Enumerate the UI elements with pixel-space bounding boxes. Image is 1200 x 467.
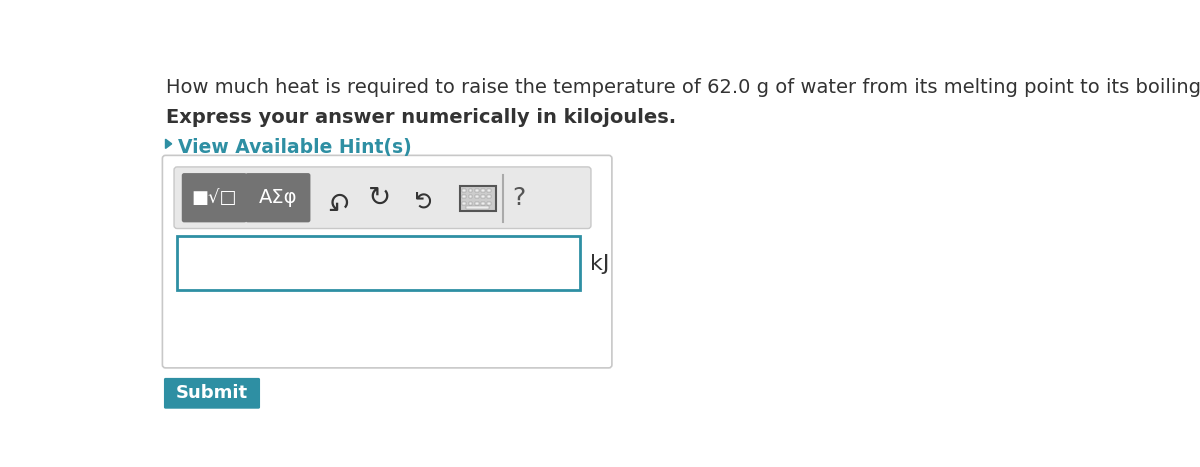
Bar — [475, 189, 479, 192]
Text: ↺: ↺ — [323, 184, 346, 212]
Text: kJ: kJ — [590, 254, 610, 274]
Text: Express your answer numerically in kilojoules.: Express your answer numerically in kiloj… — [166, 108, 676, 127]
Bar — [462, 195, 466, 198]
Bar — [462, 189, 466, 192]
Bar — [475, 195, 479, 198]
Text: How much heat is required to raise the temperature of 62.0 g of water from its m: How much heat is required to raise the t… — [166, 78, 1200, 97]
Bar — [481, 202, 485, 205]
Bar — [481, 189, 485, 192]
Bar — [468, 195, 473, 198]
Bar — [487, 202, 491, 205]
Polygon shape — [166, 139, 172, 149]
Text: ↺: ↺ — [413, 187, 437, 208]
Text: View Available Hint(s): View Available Hint(s) — [178, 138, 412, 157]
Text: ?: ? — [512, 186, 526, 210]
FancyBboxPatch shape — [181, 173, 247, 222]
FancyBboxPatch shape — [174, 167, 590, 228]
Text: ↻: ↻ — [367, 184, 391, 212]
Bar — [466, 206, 490, 208]
Bar — [178, 236, 580, 290]
Text: ■√□: ■√□ — [192, 189, 238, 207]
Bar — [481, 195, 485, 198]
Bar — [487, 189, 491, 192]
Bar — [475, 202, 479, 205]
Bar — [468, 202, 473, 205]
FancyBboxPatch shape — [162, 156, 612, 368]
FancyBboxPatch shape — [245, 173, 311, 222]
Bar — [487, 195, 491, 198]
Text: Submit: Submit — [176, 384, 248, 402]
FancyBboxPatch shape — [164, 378, 260, 409]
FancyBboxPatch shape — [460, 186, 496, 211]
Bar — [468, 189, 473, 192]
Text: AΣφ: AΣφ — [259, 188, 298, 207]
Bar — [462, 202, 466, 205]
